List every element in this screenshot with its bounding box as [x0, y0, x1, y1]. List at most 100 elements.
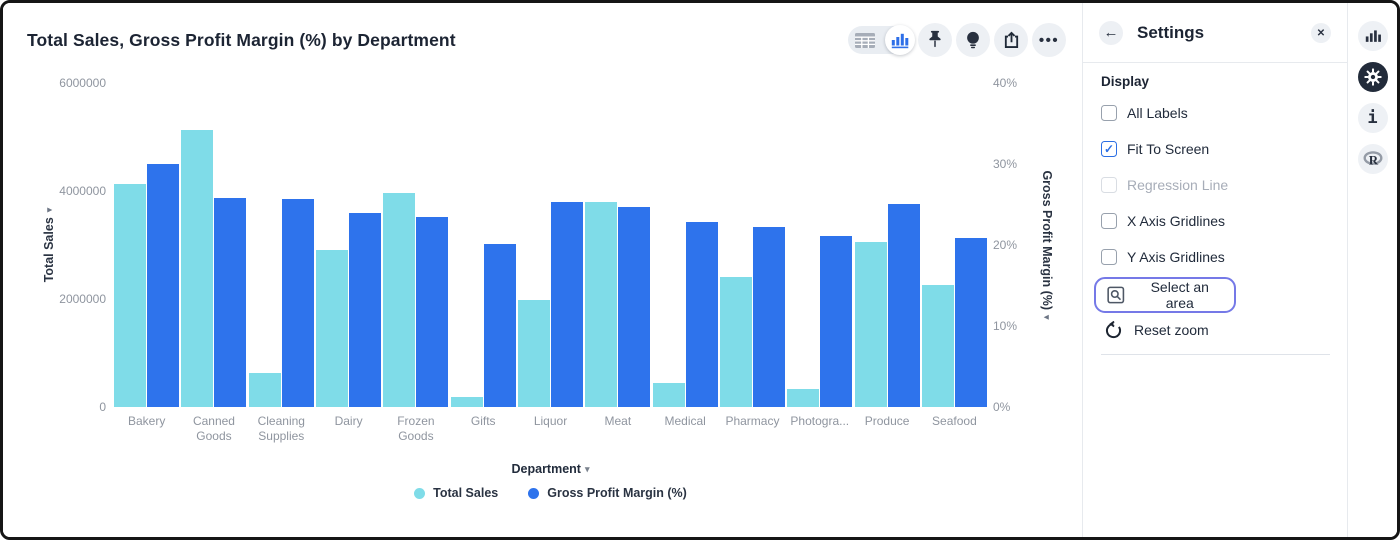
- bar-group[interactable]: [180, 83, 247, 407]
- bar-group[interactable]: [382, 83, 449, 407]
- bar-total-sales[interactable]: [854, 241, 887, 407]
- page-title: Total Sales, Gross Profit Margin (%) by …: [27, 30, 456, 50]
- chart-toolbar: •••: [848, 23, 1066, 57]
- bar-gross-profit-margin[interactable]: [281, 198, 314, 407]
- reset-zoom-label: Reset zoom: [1134, 322, 1209, 338]
- checkbox-regression-line: Regression Line: [1101, 167, 1331, 203]
- select-area-button[interactable]: Select an area: [1094, 277, 1236, 313]
- table-view-icon[interactable]: [848, 31, 882, 50]
- x-axis-labels: Bakery Canned Goods Cleaning Supplies Dairy…: [113, 414, 988, 444]
- x-axis-title-label: Department: [511, 462, 581, 476]
- back-arrow-icon: ←: [1103, 24, 1119, 41]
- bar-group[interactable]: [315, 83, 382, 407]
- department-dropdown-arrow-icon: ▾: [584, 464, 590, 474]
- bar-total-sales[interactable]: [383, 193, 416, 407]
- rail-settings-button[interactable]: [1357, 62, 1388, 92]
- unchecked-checkbox-icon[interactable]: [1101, 213, 1117, 229]
- bar-group[interactable]: [248, 83, 315, 407]
- plot-area[interactable]: [113, 83, 988, 407]
- view-toggle[interactable]: [848, 25, 915, 55]
- bar-group[interactable]: [517, 83, 584, 407]
- bar-gross-profit-margin[interactable]: [349, 212, 382, 407]
- y-axis-tick: 0%: [993, 400, 1011, 414]
- checkbox-y-axis-gridlines[interactable]: Y Axis Gridlines: [1101, 239, 1331, 275]
- rail-info-button[interactable]: i: [1357, 103, 1388, 133]
- settings-panel: ← Settings ✕ Display All Labels ✓ Fit To S…: [1082, 3, 1347, 537]
- bar-gross-profit-margin[interactable]: [551, 202, 584, 407]
- bar-group[interactable]: [921, 83, 988, 407]
- close-button[interactable]: ✕: [1311, 23, 1331, 43]
- legend-item[interactable]: Total Sales: [414, 486, 498, 500]
- bar-gross-profit-margin[interactable]: [820, 236, 853, 407]
- bar-gross-profit-margin[interactable]: [887, 203, 920, 407]
- checkbox-label: X Axis Gridlines: [1127, 213, 1226, 229]
- bar-group[interactable]: [786, 83, 853, 407]
- bar-total-sales[interactable]: [787, 389, 820, 407]
- legend-label: Gross Profit Margin (%): [547, 486, 687, 500]
- x-axis-tick: Bakery: [127, 414, 166, 428]
- bar-total-sales[interactable]: [181, 130, 214, 407]
- right-axis-title[interactable]: Gross Profit Margin (%) ▾: [1040, 170, 1054, 319]
- bar-group[interactable]: [113, 83, 180, 407]
- bar-gross-profit-margin[interactable]: [954, 237, 987, 407]
- y-axis-tick: 40%: [993, 76, 1018, 90]
- bar-total-sales[interactable]: [652, 382, 685, 407]
- left-axis-title[interactable]: Total Sales ▾: [42, 208, 56, 283]
- bar-total-sales[interactable]: [114, 184, 147, 407]
- bar-gross-profit-margin[interactable]: [214, 198, 247, 407]
- pin-button[interactable]: [918, 23, 952, 57]
- checkbox-label: Y Axis Gridlines: [1127, 249, 1225, 265]
- bar-gross-profit-margin[interactable]: [147, 164, 180, 407]
- bar-gross-profit-margin[interactable]: [752, 227, 785, 407]
- y-axis-tick: 20%: [993, 238, 1018, 252]
- icon-rail: i R: [1347, 3, 1397, 537]
- x-axis-tick: Medical: [664, 414, 706, 428]
- bar-group[interactable]: [719, 83, 786, 407]
- x-axis-tick: Liquor: [533, 414, 568, 428]
- more-options-button[interactable]: •••: [1032, 23, 1066, 57]
- close-icon: ✕: [1316, 27, 1326, 39]
- bar-group[interactable]: [584, 83, 651, 407]
- bar-total-sales[interactable]: [585, 202, 618, 407]
- back-button[interactable]: ←: [1099, 20, 1123, 45]
- unchecked-checkbox-icon[interactable]: [1101, 105, 1117, 121]
- checkbox-fit-to-screen[interactable]: ✓ Fit To Screen: [1101, 131, 1331, 167]
- rail-chart-button[interactable]: [1357, 21, 1388, 51]
- bar-group[interactable]: [450, 83, 517, 407]
- bar-total-sales[interactable]: [518, 300, 551, 407]
- checkbox-all-labels[interactable]: All Labels: [1101, 95, 1331, 131]
- bar-total-sales[interactable]: [450, 396, 483, 407]
- y-axis-tick: 2000000: [59, 292, 106, 306]
- chart-card: Total Sales, Gross Profit Margin (%) by …: [3, 3, 1082, 537]
- x-axis-tick: Frozen Goods: [397, 414, 435, 443]
- bar-total-sales[interactable]: [921, 285, 954, 407]
- x-axis-tick: Canned Goods: [192, 414, 235, 443]
- bar-group[interactable]: [652, 83, 719, 407]
- insights-button[interactable]: [956, 23, 990, 57]
- bar-total-sales[interactable]: [719, 276, 752, 407]
- x-axis-tick: Photogra...: [790, 414, 850, 428]
- bar-gross-profit-margin[interactable]: [483, 244, 516, 407]
- checkbox-label: Regression Line: [1127, 177, 1229, 193]
- x-axis-title[interactable]: Department ▾: [113, 462, 988, 476]
- legend-item[interactable]: Gross Profit Margin (%): [528, 486, 687, 500]
- reset-zoom-button[interactable]: Reset zoom: [1096, 313, 1217, 347]
- unchecked-checkbox-icon[interactable]: [1101, 249, 1117, 265]
- bar-gross-profit-margin[interactable]: [618, 206, 651, 407]
- legend-dot-icon: [414, 487, 426, 499]
- x-axis-tick: Gifts: [470, 414, 496, 428]
- bar-gross-profit-margin[interactable]: [685, 222, 718, 407]
- chart-view-icon[interactable]: [885, 25, 915, 55]
- export-button[interactable]: [994, 23, 1028, 57]
- bar-group[interactable]: [853, 83, 920, 407]
- checked-checkbox-icon[interactable]: ✓: [1101, 141, 1117, 157]
- bar-total-sales[interactable]: [248, 373, 281, 407]
- bar-gross-profit-margin[interactable]: [416, 216, 449, 407]
- x-axis-tick: Produce: [864, 414, 910, 428]
- gear-icon: [1363, 68, 1382, 86]
- rail-r-button[interactable]: R: [1357, 144, 1388, 174]
- r-logo-icon: R: [1362, 151, 1383, 168]
- checkbox-x-axis-gridlines[interactable]: X Axis Gridlines: [1101, 203, 1331, 239]
- bar-total-sales[interactable]: [316, 250, 349, 407]
